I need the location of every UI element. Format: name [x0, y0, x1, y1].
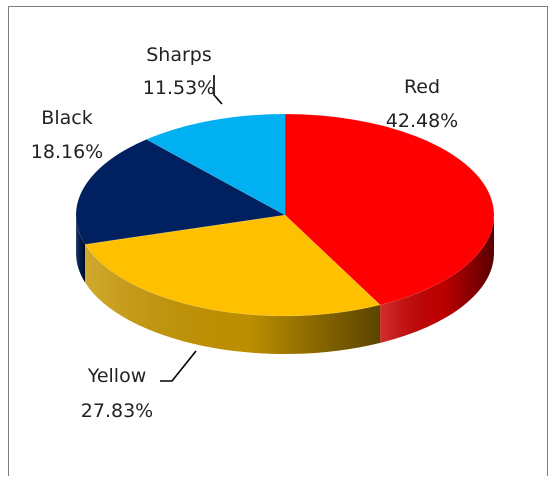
- pie-slice-black: [75, 139, 286, 245]
- pie-side-walls: [76, 215, 494, 354]
- pie-slice-sharps: [145, 113, 286, 216]
- pie-slice-red: [284, 113, 495, 306]
- label-sharps-name: Sharps: [146, 44, 212, 66]
- leader-line-yellow: [160, 350, 197, 382]
- pie-side-shade-black: [76, 215, 86, 283]
- pie-side-shade-yellow: [85, 244, 381, 354]
- label-black-name: Black: [41, 107, 92, 129]
- pie-top-faces: [75, 113, 495, 317]
- label-red-name: Red: [404, 76, 440, 98]
- label-yellow-value: 27.83%: [81, 400, 153, 422]
- label-yellow-name: Yellow: [87, 365, 147, 387]
- pie-side-shade-red: [380, 215, 494, 343]
- pie-slice-yellow: [84, 214, 381, 317]
- leader-lines: [160, 75, 223, 382]
- label-black-value: 18.16%: [31, 141, 103, 163]
- label-red-value: 42.48%: [386, 110, 458, 132]
- label-sharps-value: 11.53%: [143, 77, 215, 99]
- leader-line-sharps: [213, 75, 223, 105]
